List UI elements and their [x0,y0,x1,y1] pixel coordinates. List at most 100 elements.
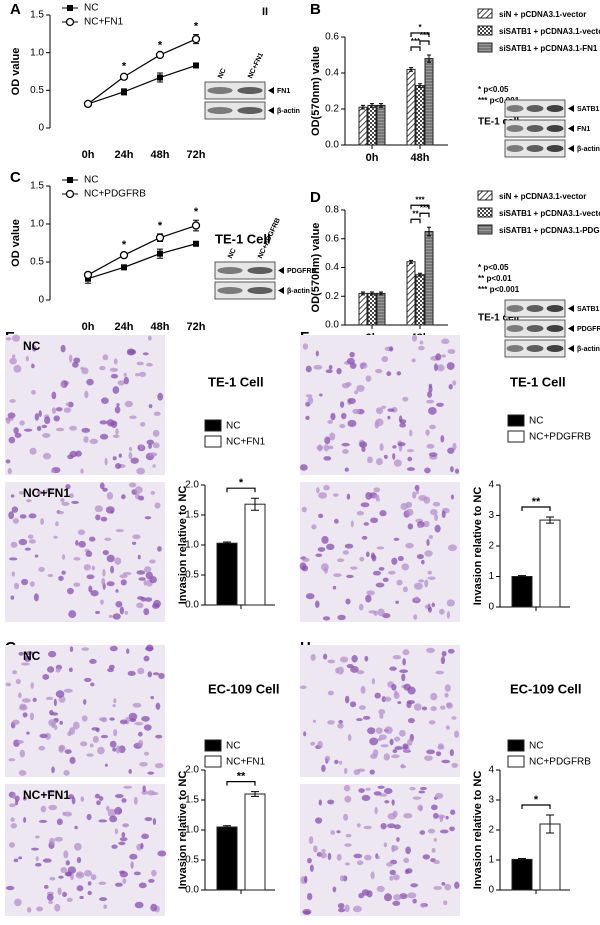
cell-dot [437,743,444,749]
cell-dot [301,506,307,513]
cell-dot [360,502,370,508]
cell-dot [429,424,436,430]
cell-dot [87,890,92,896]
error-bar [370,291,374,296]
cell-dot [46,893,54,901]
cell-dot [401,673,406,682]
image-label: NC [23,649,41,663]
legend-marker [65,17,75,27]
cell-dot [62,554,66,560]
cell-dot [332,585,337,590]
cell-dot [392,749,398,754]
legend-label: NC+FN1 [84,17,124,28]
cell-dot [138,371,147,377]
y-tick-label: 0.8 [325,205,339,216]
cell-dot [49,837,55,846]
cell-dot [18,692,22,699]
cell-dot [142,352,149,356]
cell-dot [140,421,146,427]
cell-dot [389,869,396,876]
panel-label: D [310,189,321,206]
cell-dot [378,709,386,715]
cell-dot [363,522,370,526]
bar [511,576,533,608]
cell-dot [102,487,108,492]
cell-dot [100,734,109,739]
cell-dot [350,520,354,528]
cell-dot [123,372,127,378]
cell-dot [5,459,11,464]
cell-dot [299,464,308,471]
cell-dot [345,598,351,605]
cell-dot [9,803,16,808]
cell-dot [50,712,59,716]
cell-dot [418,579,425,583]
cell-dot [433,363,438,372]
cell-dot [89,438,99,445]
cell-dot [157,392,164,401]
cell-dot [428,385,433,393]
cell-dot [102,354,109,361]
blot-band [526,325,544,332]
cell-line: TE-1 Cell [510,374,566,389]
cell-dot [332,493,339,497]
cell-dot [114,882,123,887]
cell-dot [378,734,387,740]
legend-swatch [204,755,222,768]
band-label: FN1 [277,88,290,95]
cell-dot [337,614,346,621]
cell-dot [419,340,424,345]
point [119,72,129,81]
cell-dot [307,396,314,405]
cell-dot [134,901,144,909]
y-axis-label: Invasion relative to NC [472,487,484,606]
cell-dot [136,602,144,609]
cell-dot [12,670,18,675]
cell-dot [316,445,324,451]
blot-band [526,145,544,152]
cell-dot [138,739,144,747]
cell-dot [308,836,314,845]
significance-bracket [521,804,551,809]
band-label: β-actin [577,346,600,353]
cell-dot [428,535,433,539]
cell-dot [33,593,39,602]
cell-dot [434,792,444,799]
cell-dot [431,847,436,853]
cell-dot [5,682,12,687]
blot-band [207,107,233,114]
point [193,62,199,69]
cell-dot [397,442,406,447]
cell-dot [321,535,329,544]
blot-arrow [268,87,274,94]
cell-dot [129,718,137,722]
cell-dot [119,871,129,878]
blot-arrow [568,125,574,132]
point [83,99,93,109]
y-axis-label: OD value [10,48,22,96]
y-tick-label: 3 [488,510,494,521]
cell-dot [106,554,115,563]
cell-dot [359,556,365,562]
cell-dot [121,494,126,500]
significance: * [122,239,127,251]
cell-dot [404,869,410,875]
cell-dot [329,432,336,441]
cell-dot [311,524,317,530]
bar [424,231,434,326]
bar [415,274,425,326]
cell-dot [136,570,146,575]
cell-dot [18,651,24,656]
y-tick-label: 0 [38,295,44,306]
cell-dot [374,807,378,815]
cell-dot [444,883,452,891]
cell-dot [79,895,84,900]
cell-dot [143,580,147,586]
cell-dot [320,852,327,859]
error-bar [361,291,365,296]
cell-dot [13,858,19,863]
cell-dot [8,511,15,520]
y-tick-label: 0 [488,885,494,896]
cell-dot [428,406,437,415]
cell-dot [31,345,37,352]
